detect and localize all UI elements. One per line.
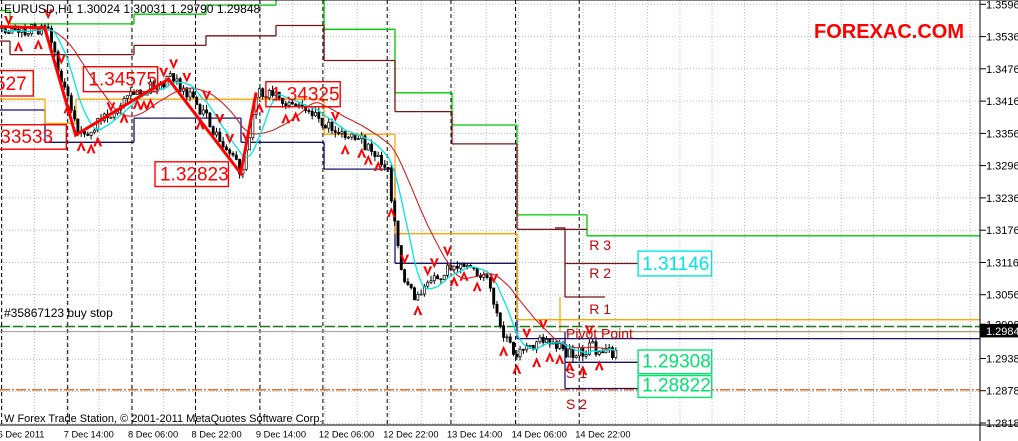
- svg-text:R 1: R 1: [589, 301, 611, 317]
- svg-text:EURUSD,H1 1.30024 1.30031 1.: EURUSD,H1 1.30024 1.30031 1.29790 1.2984…: [4, 2, 261, 16]
- svg-text:1.29380: 1.29380: [986, 354, 1018, 366]
- svg-text:527: 527: [0, 74, 27, 95]
- svg-text:1.32965: 1.32965: [986, 161, 1018, 173]
- svg-text:1.34165: 1.34165: [986, 96, 1018, 108]
- svg-text:1.34575: 1.34575: [88, 70, 157, 91]
- svg-text:1.28822: 1.28822: [642, 375, 711, 396]
- svg-text:8 Dec 22:00: 8 Dec 22:00: [192, 430, 242, 440]
- svg-text:1.31146: 1.31146: [642, 254, 709, 275]
- svg-text:1.31765: 1.31765: [986, 225, 1018, 237]
- svg-text:1.34325: 1.34325: [271, 85, 340, 106]
- svg-text:R 3: R 3: [589, 237, 611, 253]
- svg-text:S 1: S 1: [566, 365, 587, 381]
- svg-text:8 Dec 06:00: 8 Dec 06:00: [128, 430, 178, 440]
- svg-text:R 2: R 2: [589, 265, 611, 281]
- svg-text:6 Dec 2011: 6 Dec 2011: [0, 430, 44, 440]
- svg-text:1.34765: 1.34765: [986, 64, 1018, 76]
- svg-text:W Forex Trade Station, © 2001-: W Forex Trade Station, © 2001-2011 MetaQ…: [4, 413, 323, 425]
- svg-text:1.28180: 1.28180: [986, 418, 1018, 430]
- svg-text:14 Dec 22:00: 14 Dec 22:00: [575, 430, 630, 440]
- svg-text:#35867123 buy stop: #35867123 buy stop: [4, 306, 113, 320]
- svg-text:1.29308: 1.29308: [642, 352, 711, 373]
- svg-text:9 Dec 14:00: 9 Dec 14:00: [256, 430, 306, 440]
- svg-text:1.31165: 1.31165: [986, 258, 1018, 270]
- svg-text:FOREXAC.COM: FOREXAC.COM: [814, 21, 964, 43]
- svg-text:1.33565: 1.33565: [986, 128, 1018, 140]
- svg-text:1.30565: 1.30565: [986, 290, 1018, 302]
- svg-text:1.32823: 1.32823: [160, 165, 229, 186]
- svg-text:14 Dec 06:00: 14 Dec 06:00: [512, 430, 567, 440]
- svg-text:7 Dec 14:00: 7 Dec 14:00: [64, 430, 114, 440]
- svg-text:1.32365: 1.32365: [986, 193, 1018, 205]
- svg-text:1.35365: 1.35365: [986, 32, 1018, 44]
- svg-text:1.29848: 1.29848: [986, 326, 1018, 338]
- svg-text:Pivot Point: Pivot Point: [566, 326, 633, 342]
- svg-text:13 Dec 14:00: 13 Dec 14:00: [447, 430, 502, 440]
- svg-text:1.28780: 1.28780: [986, 386, 1018, 398]
- svg-text:12 Dec 06:00: 12 Dec 06:00: [319, 430, 374, 440]
- svg-text:1.35965: 1.35965: [986, 0, 1018, 11]
- svg-text:12 Dec 22:00: 12 Dec 22:00: [383, 430, 438, 440]
- svg-text:S 2: S 2: [566, 396, 587, 412]
- svg-text:.33533: .33533: [0, 127, 53, 148]
